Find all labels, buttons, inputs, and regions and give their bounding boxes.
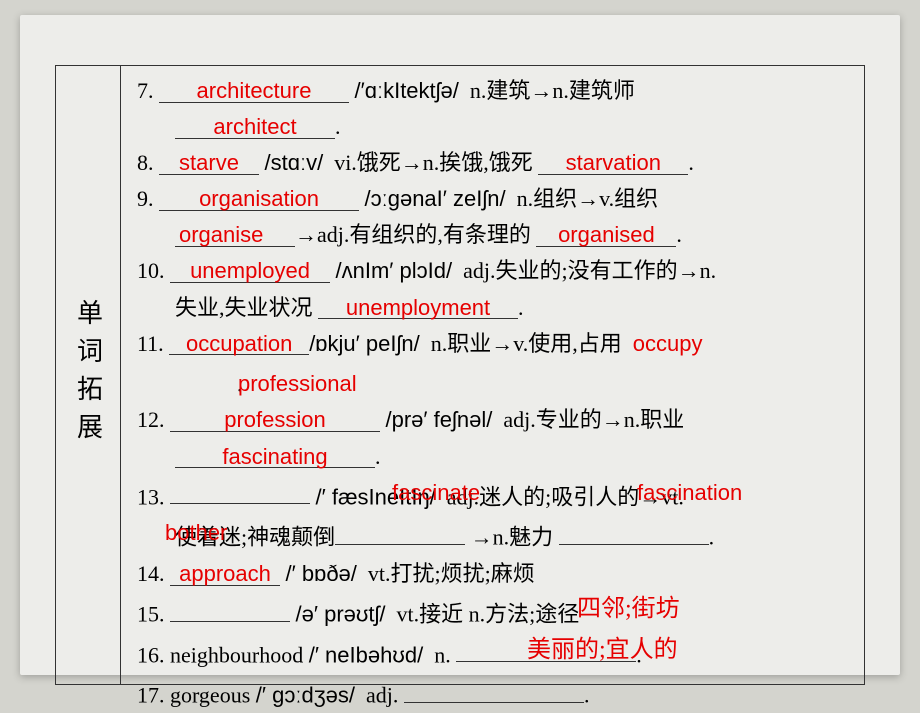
answer: occupy — [633, 331, 703, 356]
item-number: 14. — [137, 561, 165, 586]
ipa: /′ neIbəhʊd/ — [309, 642, 424, 667]
answer: unemployment — [346, 295, 490, 320]
answer: architecture — [197, 78, 312, 103]
vocab-item-8: 8. starve /stɑːv/ vi.饿死→n.挨饿,饿死 starvati… — [137, 146, 852, 180]
item-number: 17. — [137, 683, 165, 708]
answer: organise — [179, 222, 263, 247]
ipa: /ɔːɡənaI′ zeIʃn/ — [365, 186, 506, 211]
vocab-table: 单词拓展 7. architecture /′ɑːkItektʃə/ n.建筑→… — [55, 65, 865, 685]
item-number: 12. — [137, 407, 165, 432]
vocab-item-17: 17. gorgeous /′ ɡɔːdʒəs/ adj. . — [137, 674, 852, 713]
ipa: /ɒkju′ peIʃn/ — [309, 331, 420, 356]
word: gorgeous — [170, 683, 250, 708]
vocab-item-9: 9. organisation /ɔːɡənaI′ zeIʃn/ n.组织→v.… — [137, 182, 852, 216]
vocab-item-14: 14. approach /′ bɒðə/ vt.打扰;烦扰;麻烦 — [137, 557, 852, 591]
answer: architect — [213, 114, 296, 139]
definition: vt.接近 n.方法;途径 — [397, 602, 580, 627]
section-title: 单词拓展 — [70, 299, 107, 451]
definition: adj.失业的;没有工作的→n. — [463, 258, 716, 283]
slide-page: 单词拓展 7. architecture /′ɑːkItektʃə/ n.建筑→… — [20, 15, 900, 675]
answer: organisation — [199, 186, 319, 211]
vocab-item-7b: architect. — [137, 110, 852, 144]
answer: starvation — [566, 150, 661, 175]
definition: 失业,失业状况 — [175, 295, 313, 320]
definition: →n.魅力 — [471, 525, 554, 550]
definition: n. — [434, 642, 451, 667]
definition: n.建筑→n.建筑师 — [470, 78, 635, 103]
vocab-item-9b: organise→adj.有组织的,有条理的 organised. — [137, 218, 852, 252]
vocab-item-11: 11. occupation/ɒkju′ peIʃn/ n.职业→v.使用,占用… — [137, 327, 852, 361]
item-number: 15. — [137, 602, 165, 627]
answer: professional — [238, 371, 357, 396]
vocab-item-16: 16. neighbourhood /′ neIbəhʊd/ n. . 美丽的;… — [137, 634, 852, 673]
definition: →adj.有组织的,有条理的 — [295, 222, 531, 247]
item-number: 11. — [137, 331, 164, 356]
vocab-item-13b: 使着迷;神魂颠倒 →n.魅力 . bother — [137, 516, 852, 555]
answer: starve — [179, 150, 239, 175]
vocab-item-12: 12. profession /prə′ feʃnəl/ adj.专业的→n.职… — [137, 403, 852, 437]
vocab-item-15: 15. /ə′ prəʊtʃ/ vt.接近 n.方法;途径 四邻;街坊 — [137, 593, 852, 632]
word: neighbourhood — [170, 642, 303, 667]
ipa: /′ bɒðə/ — [286, 561, 357, 586]
ipa: /′ ɡɔːdʒəs/ — [256, 683, 355, 708]
answer: organised — [558, 222, 655, 247]
overlay-answer: bother — [165, 516, 227, 550]
vocab-item-12b: fascinating. — [137, 440, 852, 474]
answer: occupation — [186, 331, 292, 356]
vocab-item-10b: 失业,失业状况 unemployment. — [137, 291, 852, 325]
answer: approach — [179, 561, 271, 586]
ipa: /stɑːv/ — [265, 150, 324, 175]
definition: n.职业→v.使用,占用 — [431, 331, 622, 356]
vocab-item-13: 13. /′ fæsIneItIŋ/ adj.迷人的;吸引人的→vt. fasc… — [137, 476, 852, 515]
definition: adj.专业的→n.职业 — [503, 407, 684, 432]
answer: unemployed — [190, 258, 310, 283]
ipa: /ʌnIm′ plɔId/ — [336, 258, 453, 283]
vocab-item-10: 10. unemployed /ʌnIm′ plɔId/ adj.失业的;没有工… — [137, 254, 852, 288]
ipa: /prə′ feʃnəl/ — [386, 407, 493, 432]
content-cell: 7. architecture /′ɑːkItektʃə/ n.建筑→n.建筑师… — [121, 66, 864, 684]
ipa: /′ɑːkItektʃə/ — [355, 78, 459, 103]
overlay-answer: fascinate — [392, 476, 480, 510]
definition: vt.打扰;烦扰;麻烦 — [368, 561, 535, 586]
definition: n.组织→v.组织 — [517, 186, 659, 211]
item-number: 13. — [137, 484, 165, 509]
item-number: 16. — [137, 642, 165, 667]
vocab-item-11b: . professional — [137, 363, 852, 402]
overlay-answer: fascination — [637, 476, 742, 510]
vocab-item-7: 7. architecture /′ɑːkItektʃə/ n.建筑→n.建筑师 — [137, 74, 852, 108]
answer: fascinating — [222, 444, 327, 469]
item-number: 10. — [137, 258, 165, 283]
item-number: 9. — [137, 186, 154, 211]
item-number: 7. — [137, 78, 154, 103]
definition: vi.饿死→n.挨饿,饿死 — [334, 150, 533, 175]
overlay-answer: 四邻;街坊 — [577, 591, 680, 628]
left-header-cell: 单词拓展 — [56, 66, 121, 684]
ipa: /ə′ prəʊtʃ/ — [296, 602, 386, 627]
answer: profession — [224, 407, 326, 432]
item-number: 8. — [137, 150, 154, 175]
definition: adj. — [366, 683, 398, 708]
overlay-answer: 美丽的;宜人的 — [527, 632, 678, 669]
